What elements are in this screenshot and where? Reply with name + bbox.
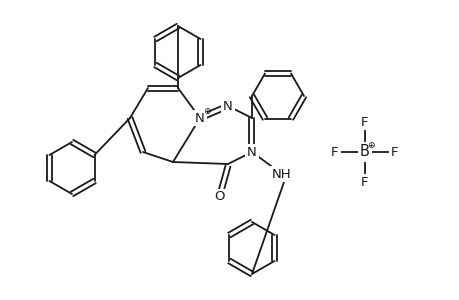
Text: B: B: [359, 145, 369, 160]
Text: N: N: [223, 100, 232, 112]
Text: O: O: [214, 190, 225, 203]
Text: ⊕: ⊕: [366, 140, 374, 149]
Text: F: F: [391, 146, 398, 158]
Text: N: N: [195, 112, 204, 124]
Text: NH: NH: [272, 167, 291, 181]
Text: N: N: [246, 146, 256, 158]
Text: ⊕: ⊕: [203, 107, 210, 116]
Text: F: F: [360, 176, 368, 188]
Text: F: F: [330, 146, 338, 158]
Text: F: F: [360, 116, 368, 128]
